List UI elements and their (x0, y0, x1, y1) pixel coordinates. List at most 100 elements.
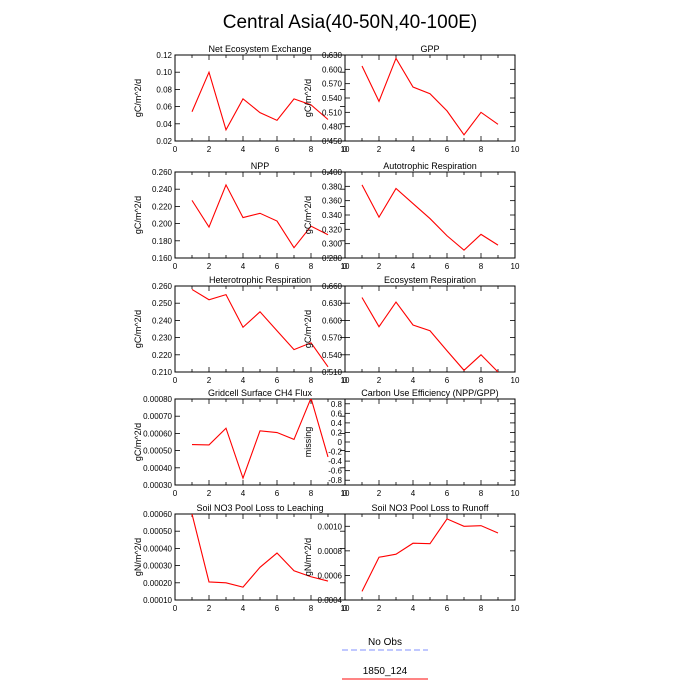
panel-title: Soil NO3 Pool Loss to Leaching (196, 503, 323, 513)
y-tick-label: 0.0004 (318, 596, 343, 605)
page-title: Central Asia(40-50N,40-100E) (223, 12, 478, 33)
y-tick-label: 0.00020 (143, 579, 172, 588)
y-axis-label: gC/m^2/d (303, 196, 313, 234)
panel-title: Heterotrophic Respiration (209, 275, 311, 285)
x-tick-label: 4 (411, 489, 416, 498)
y-tick-label: 0.320 (322, 225, 343, 234)
panel-title: Autotrophic Respiration (383, 161, 477, 171)
x-tick-label: 2 (207, 145, 212, 154)
x-tick-label: 8 (309, 489, 314, 498)
y-tick-label: 0.00030 (143, 481, 172, 490)
legend: No Obs 1850_124 (342, 637, 428, 680)
x-tick-label: 4 (241, 489, 246, 498)
plot-frame (174, 171, 346, 259)
panel-3: NPP gC/m^2/d 0 2 4 6 8 10 0.160 0.180 0.200 0.220 0.… (133, 161, 350, 271)
x-tick-label: 8 (479, 145, 484, 154)
y-tick-label: 0.00050 (143, 447, 172, 456)
panel-1: Net Ecosystem Exchange gC/m^2/d 0 2 4 6 8 10 0.0… (133, 44, 350, 154)
y-tick-label: 0.220 (152, 351, 173, 360)
y-tick-label: 0.250 (152, 299, 173, 308)
y-tick-label: 0.10 (156, 68, 172, 77)
x-tick-label: 4 (411, 376, 416, 385)
x-tick-label: 2 (207, 376, 212, 385)
y-tick-label: 0.0010 (318, 522, 343, 531)
y-tick-label: 0.0006 (318, 571, 343, 580)
x-tick-label: 10 (511, 262, 520, 271)
plot-frame (174, 398, 346, 486)
x-tick-label: 8 (479, 262, 484, 271)
y-tick-label: 0.00060 (143, 429, 172, 438)
y-tick-label: 0.0008 (318, 547, 343, 556)
panel-title: NPP (251, 161, 270, 171)
y-tick-label: 0.220 (152, 202, 173, 211)
panel-8: Carbon Use Efficiency (NPP/GPP) missing 0 2… (303, 388, 520, 498)
y-tick-label: 0.400 (322, 168, 343, 177)
y-tick-label: 0.540 (322, 351, 343, 360)
y-axis-label: gN/m^2/d (133, 538, 143, 576)
y-tick-label: 0.06 (156, 103, 172, 112)
panel-7: Gridcell Surface CH4 Flux gC/m^2/d 0 2 4 6 8 10… (133, 388, 350, 498)
x-tick-label: 4 (241, 604, 246, 613)
y-tick-label: 0.260 (152, 282, 173, 291)
series-line-1 (191, 514, 329, 588)
panel-9: Soil NO3 Pool Loss to Leaching gN/m^2/d 0 2… (133, 503, 350, 613)
x-tick-label: 6 (445, 489, 450, 498)
x-tick-label: 8 (309, 604, 314, 613)
x-tick-label: 6 (445, 604, 450, 613)
panel-title: Carbon Use Efficiency (NPP/GPP) (361, 388, 498, 398)
y-axis-label: gC/m^2/d (133, 423, 143, 461)
y-tick-label: 0.12 (156, 51, 172, 60)
y-tick-label: 0.4 (331, 419, 343, 428)
x-tick-label: 0 (343, 489, 348, 498)
y-tick-label: 0.00030 (143, 562, 172, 571)
x-tick-label: 10 (341, 604, 350, 613)
x-tick-label: 6 (275, 604, 280, 613)
x-tick-label: 10 (511, 145, 520, 154)
y-tick-label: 0.02 (156, 137, 172, 146)
series-line-1 (191, 399, 329, 480)
series-line-1 (191, 70, 329, 132)
y-tick-label: 0.00010 (143, 596, 172, 605)
plot-frame (344, 171, 516, 259)
x-tick-label: 2 (207, 262, 212, 271)
x-tick-label: 2 (377, 489, 382, 498)
y-tick-label: 0.660 (322, 282, 343, 291)
y-tick-label: 0.230 (152, 334, 173, 343)
x-tick-label: 10 (511, 489, 520, 498)
y-tick-label: 0.630 (322, 299, 343, 308)
x-tick-label: 6 (275, 489, 280, 498)
y-axis-label: gN/m^2/d (303, 538, 313, 576)
y-axis-label: gC/m^2/d (133, 310, 143, 348)
x-tick-label: 4 (241, 376, 246, 385)
y-tick-label: 0.450 (322, 137, 343, 146)
series-line-1 (361, 518, 499, 592)
y-tick-label: 0.480 (322, 123, 343, 132)
x-tick-label: 0 (343, 604, 348, 613)
y-tick-label: 0.6 (331, 409, 343, 418)
x-tick-label: 2 (207, 604, 212, 613)
y-tick-label: 0.210 (152, 368, 173, 377)
y-tick-label: 0.260 (152, 168, 173, 177)
x-tick-label: 4 (241, 145, 246, 154)
x-tick-label: 8 (309, 262, 314, 271)
panel-title: Gridcell Surface CH4 Flux (208, 388, 313, 398)
panel-title: Soil NO3 Pool Loss to Runoff (372, 503, 489, 513)
y-tick-label: 0.200 (152, 220, 173, 229)
y-tick-label: 0.600 (322, 65, 343, 74)
x-tick-label: 6 (275, 262, 280, 271)
x-tick-label: 2 (377, 145, 382, 154)
y-tick-label: 0.570 (322, 80, 343, 89)
x-tick-label: 0 (173, 604, 178, 613)
x-tick-label: 6 (445, 145, 450, 154)
x-tick-label: 8 (479, 376, 484, 385)
x-tick-label: 4 (411, 145, 416, 154)
x-tick-label: 2 (377, 262, 382, 271)
panel-title: GPP (420, 44, 439, 54)
y-tick-label: 0.8 (331, 400, 343, 409)
series-line-1 (361, 57, 499, 136)
x-tick-label: 0 (343, 262, 348, 271)
